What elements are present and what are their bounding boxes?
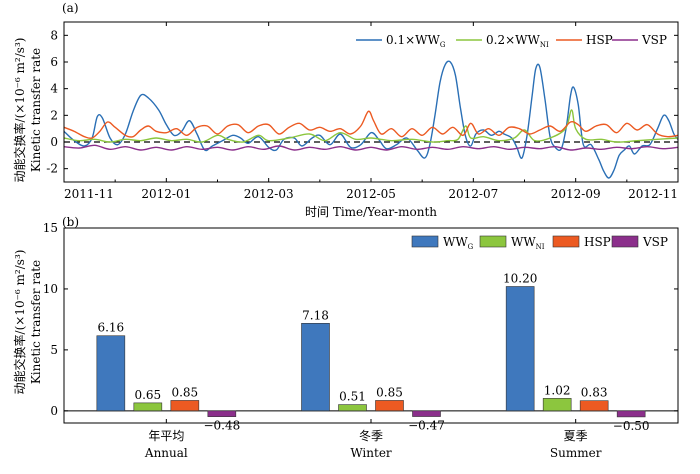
panel-a-legend: 0.1×WWG 0.2×WWNI HSP VSP (356, 33, 667, 49)
panel-b-frame (63, 227, 679, 424)
data-label: −0.47 (408, 419, 445, 433)
series-line-0-2-ww-ni (64, 109, 678, 143)
legend-label-1-main: WW (511, 235, 536, 249)
data-label: 7.18 (302, 308, 329, 322)
bar-annual-hsp (170, 400, 200, 412)
y-tick-label: 10 (43, 282, 58, 296)
y-tick-label: 0 (50, 404, 58, 418)
data-label: 1.02 (544, 383, 571, 397)
legend-label-3: VSP (642, 235, 668, 249)
bar-winter-ww-ni (338, 404, 367, 412)
legend-label-2: HSP (586, 33, 613, 47)
category-label-cn: 冬季 (359, 428, 383, 443)
category-label-en: Winter (350, 446, 392, 460)
legend-label-2-main: HSP (584, 235, 611, 249)
bar-winter-hsp (375, 400, 404, 412)
series-line-hsp (64, 110, 678, 140)
panel-a-y-axis-label-cn: 动能交换率/(×10⁻⁶ m²/s³) (12, 38, 27, 183)
legend-swatch-0 (411, 235, 439, 248)
legend-label-0: WWG (443, 235, 474, 251)
bar-annual-ww-g (96, 335, 126, 412)
x-tick-label: 2012-09 (551, 187, 601, 201)
bar-summer-ww-ni (542, 398, 572, 412)
legend-label-2: HSP (584, 235, 611, 249)
y-tick-label: 0 (50, 135, 58, 149)
bar-winter-vsp (412, 410, 441, 417)
bar-summer-ww-g (505, 286, 535, 412)
legend-label-1: WWNI (511, 235, 545, 251)
panel-a-x-axis-label: 时间 Time/Year-month (305, 205, 437, 219)
y-tick-label: 4 (50, 82, 58, 96)
y-tick-label: 2 (50, 108, 58, 122)
data-label: 0.65 (134, 388, 161, 402)
legend-label-3-main: VSP (642, 235, 668, 249)
data-label: 0.85 (171, 385, 198, 399)
bar-annual-ww-ni (133, 402, 163, 412)
legend-label-0-main: WW (443, 235, 468, 249)
data-label: −0.50 (613, 419, 650, 433)
x-tick-label: 2012-07 (448, 187, 498, 201)
x-tick-label: 2012-05 (346, 187, 396, 201)
bar-annual-vsp (207, 410, 237, 417)
data-label: 0.51 (339, 390, 366, 404)
y-tick-label: 8 (50, 28, 58, 42)
legend-label-0-main: 0.1×WW (386, 33, 440, 47)
legend-label-1-main: 0.2×WW (486, 33, 540, 47)
category-label-en: Annual (144, 446, 188, 460)
panel-a-y-axis-label: 动能交换率/(×10⁻⁶ m²/s³) Kinetic transfer rat… (12, 38, 43, 183)
legend-label-1-sub: NI (540, 41, 549, 49)
panel-b-legend: WWG WWNI HSP VSP (411, 235, 668, 251)
series-line-0-1-ww-g (64, 60, 678, 179)
panel-b-bar-chart: 6.16 0.65 0.85 −0.48 年平均 Annual 7.18 0.51 0.85 −0… (43, 221, 679, 460)
legend-label-0: 0.1×WWG (386, 33, 446, 49)
legend-label-2-main: HSP (586, 33, 613, 47)
data-label: 0.83 (581, 386, 608, 400)
series-line-vsp (64, 144, 678, 151)
bar-winter-ww-g (301, 323, 330, 412)
panel-b-label: (b) (62, 215, 79, 229)
legend-label-0-sub: G (468, 243, 474, 251)
panel-b-y-axis-label-cn: 动能交换率/(×10⁻⁶ m²/s³) (12, 250, 27, 395)
legend-swatch-2 (552, 235, 580, 248)
panel-b-y-axis-label-en: Kinetic transfer rate (29, 260, 43, 384)
legend-label-3-main: VSP (641, 33, 667, 47)
legend-label-1: 0.2×WWNI (486, 33, 549, 49)
panel-b-y-axis-label: 动能交换率/(×10⁻⁶ m²/s³) Kinetic transfer rat… (12, 250, 43, 395)
y-tick-label: 15 (43, 221, 58, 235)
x-tick-label: 2012-11 (628, 187, 678, 201)
legend-label-0-sub: G (440, 41, 446, 49)
panel-a-label: (a) (62, 1, 79, 15)
x-tick-label: 2011-11 (64, 187, 114, 201)
x-tick-label: 2012-01 (141, 187, 191, 201)
legend-label-3: VSP (641, 33, 667, 47)
panel-a-line-chart: -2 0 2 4 6 8 2011-11 2012-01 2012-03 2012-05 2012-… (46, 21, 679, 201)
bar-summer-hsp (579, 400, 609, 412)
data-label: 6.16 (97, 321, 124, 335)
legend-swatch-1 (479, 235, 507, 248)
category-label-en: Summer (550, 446, 602, 460)
category-label-cn: 年平均 (148, 429, 184, 443)
data-label: 10.20 (503, 272, 537, 286)
x-tick-label: 2012-03 (244, 187, 294, 201)
category-label-cn: 夏季 (564, 429, 588, 443)
y-tick-label: 6 (50, 55, 58, 69)
panel-a-y-axis-label-en: Kinetic transfer rate (29, 48, 43, 172)
data-label: 0.85 (376, 385, 403, 399)
legend-swatch-3 (611, 235, 639, 248)
y-tick-label: 5 (50, 343, 58, 357)
legend-label-1-sub: NI (536, 243, 545, 251)
data-label: −0.48 (203, 419, 240, 433)
bar-summer-vsp (616, 410, 646, 418)
y-tick-label: -2 (46, 162, 58, 176)
